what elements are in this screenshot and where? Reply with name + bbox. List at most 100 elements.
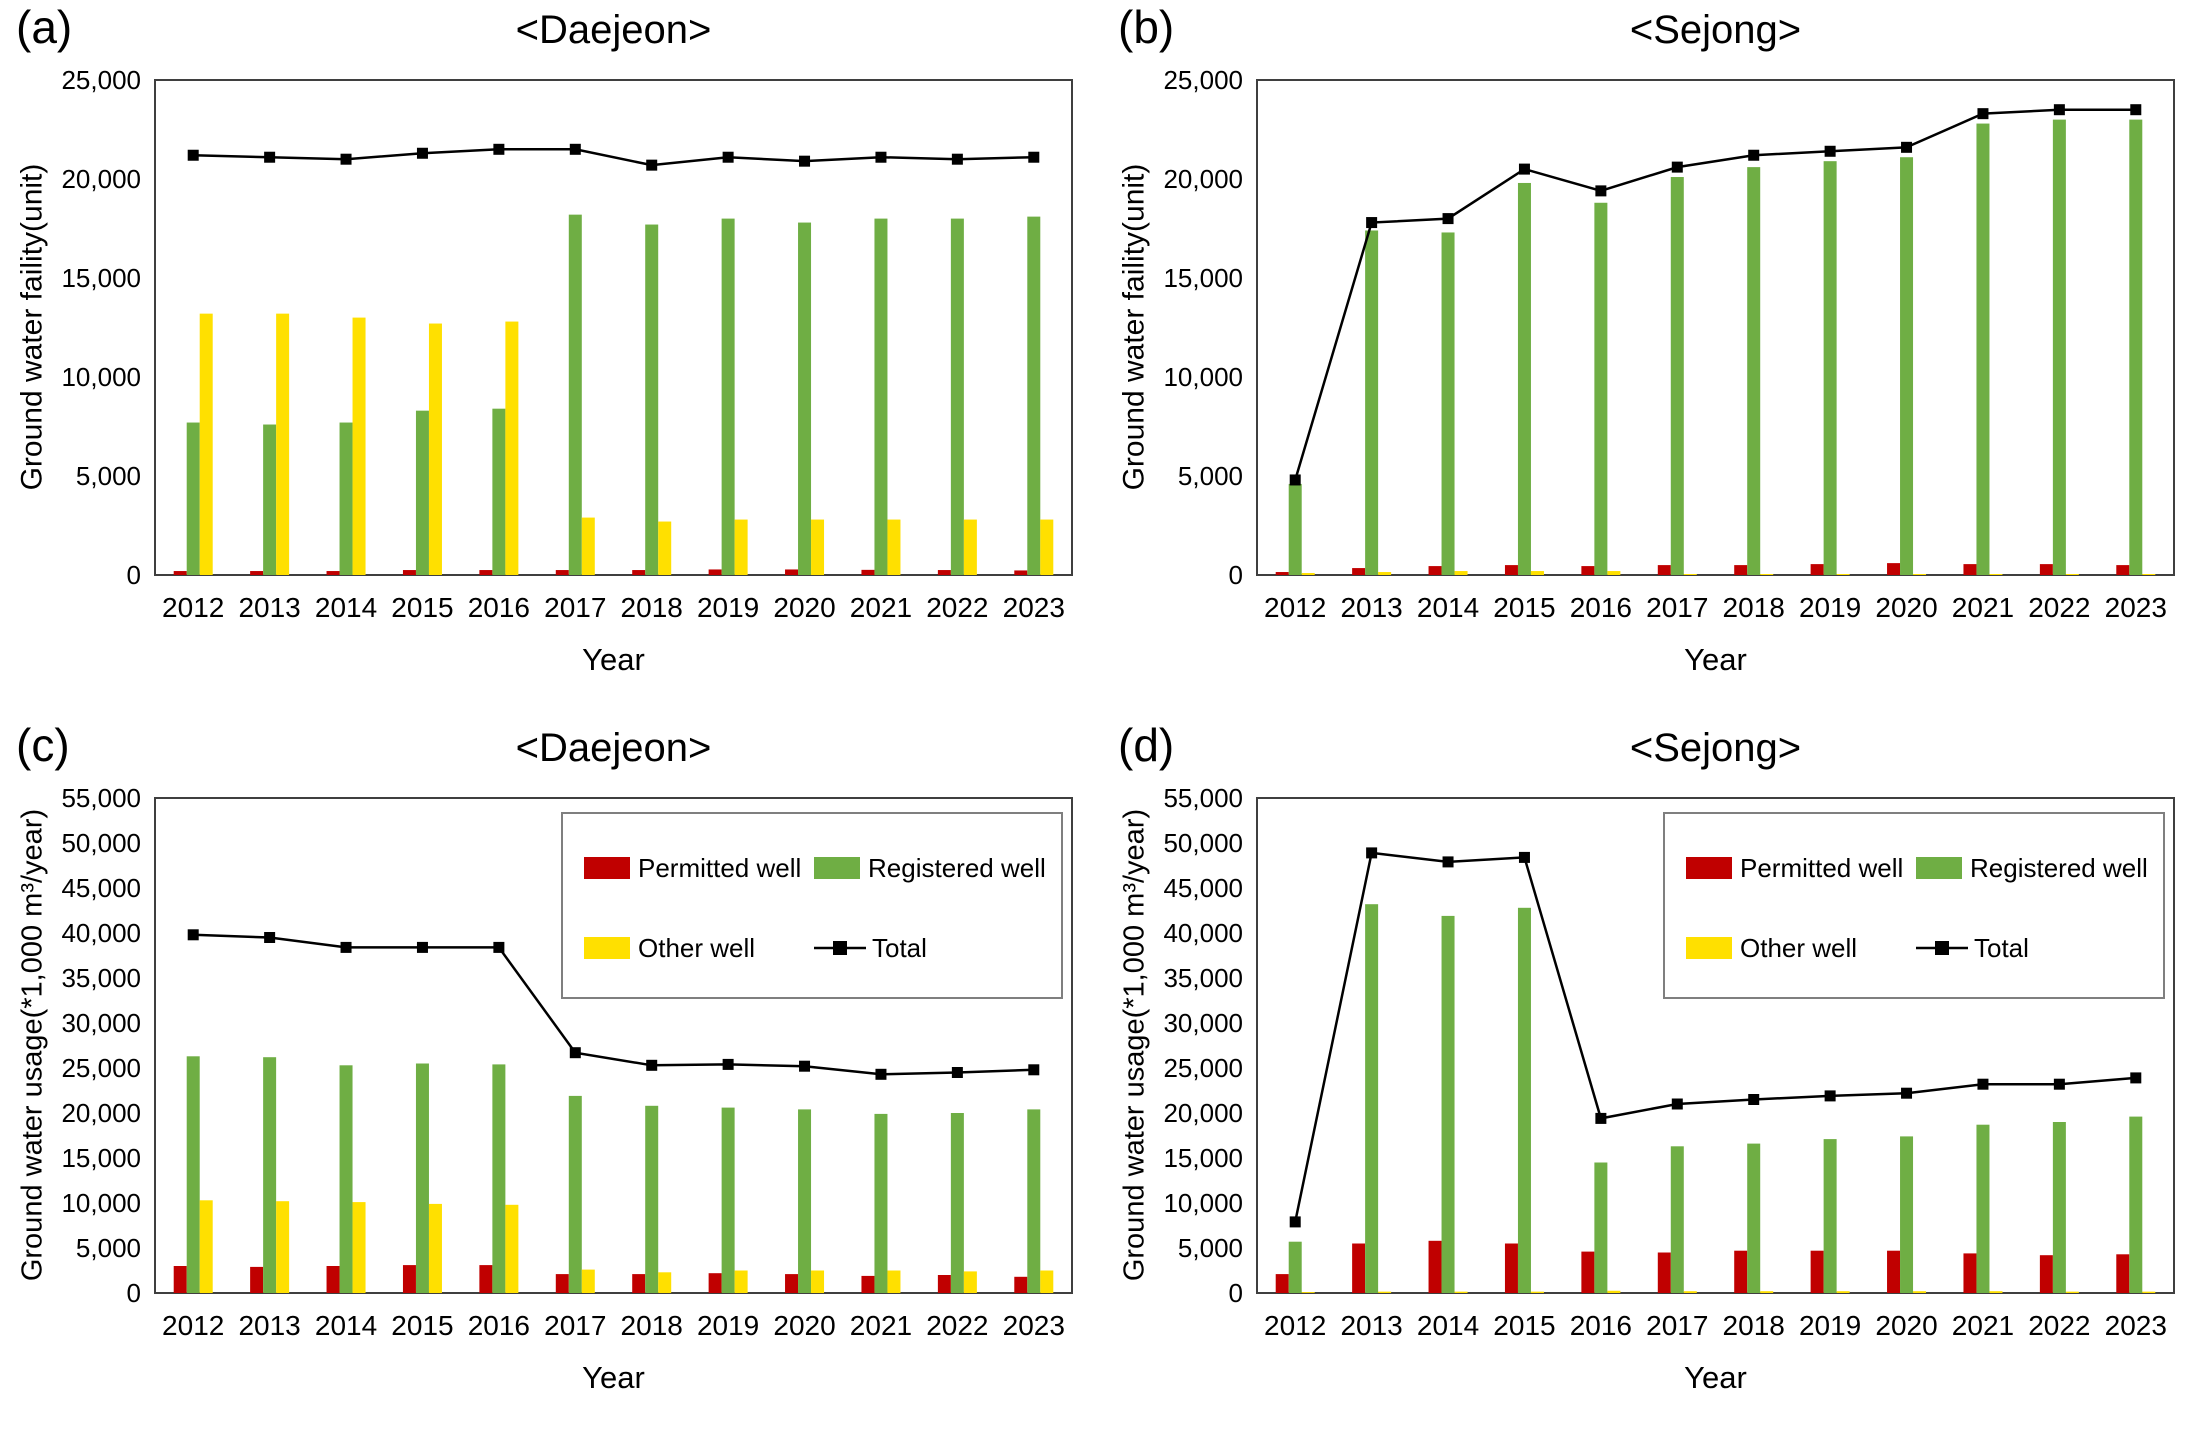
bar-other-well xyxy=(811,1270,825,1293)
y-tick-label: 0 xyxy=(127,1278,141,1308)
total-marker xyxy=(1518,163,1530,175)
bar-registered-well xyxy=(1517,182,1531,575)
panel-label-a: (a) xyxy=(16,1,73,53)
y-tick-label: 0 xyxy=(127,560,141,590)
bar-permitted-well xyxy=(1887,1250,1901,1293)
bar-permitted-well xyxy=(1504,1243,1518,1293)
x-tick-label: 2018 xyxy=(1723,592,1785,623)
bar-other-well xyxy=(1530,571,1544,575)
x-tick-label: 2012 xyxy=(1264,592,1326,623)
legend-marker xyxy=(833,941,847,955)
bar-registered-well xyxy=(263,1057,277,1293)
bar-permitted-well xyxy=(861,1275,875,1293)
total-marker xyxy=(1595,1112,1607,1124)
plot-border xyxy=(154,797,1073,1294)
bar-other-well xyxy=(199,1200,213,1293)
bar-other-well xyxy=(352,1202,366,1293)
x-tick-label: 2022 xyxy=(926,592,988,623)
bar-other-well xyxy=(658,1272,672,1293)
x-tick-label: 2012 xyxy=(1264,1310,1326,1341)
bar-other-well xyxy=(1683,1291,1697,1293)
bar-registered-well xyxy=(1747,1143,1761,1293)
x-tick-label: 2018 xyxy=(621,592,683,623)
x-tick-label: 2013 xyxy=(238,1310,300,1341)
bar-permitted-well xyxy=(1581,566,1595,575)
bar-registered-well xyxy=(1441,915,1455,1293)
y-tick-label: 50,000 xyxy=(61,828,141,858)
bar-other-well xyxy=(1989,1291,2003,1293)
panel-b-sejong-facility: 0 5,000 10,000 15,000 20,000 25,000 2012 2013 20… xyxy=(1102,0,2205,718)
bar-permitted-well xyxy=(1810,564,1824,575)
total-marker xyxy=(569,143,581,155)
bar-registered-well xyxy=(1517,907,1531,1293)
bar-registered-well xyxy=(1027,216,1041,575)
x-tick-label: 2013 xyxy=(1340,1310,1402,1341)
total-marker xyxy=(722,151,734,163)
legend-label: Other well xyxy=(638,933,755,963)
bar-other-well xyxy=(1607,571,1621,575)
plot-border xyxy=(1256,79,2175,576)
x-tick-label: 2020 xyxy=(773,1310,835,1341)
total-marker xyxy=(875,151,887,163)
bar-other-well xyxy=(1378,1291,1392,1293)
total-line xyxy=(1293,851,2136,1223)
bar-permitted-well xyxy=(1428,566,1442,575)
x-tick-label: 2020 xyxy=(773,592,835,623)
bar-other-well xyxy=(1836,1291,1850,1293)
x-tick-label: 2013 xyxy=(1340,592,1402,623)
bar-permitted-well xyxy=(1014,1276,1028,1293)
legend-label: Permitted well xyxy=(1740,853,1903,883)
bar-registered-well xyxy=(1823,161,1837,575)
bar-other-well xyxy=(505,321,519,575)
legend-label: Permitted well xyxy=(638,853,801,883)
legend-label: Total xyxy=(1974,933,2029,963)
total-marker xyxy=(1366,847,1378,859)
panel-d-sejong-usage: 0 5,000 10,000 15,000 20,000 25,000 30,000 35,0… xyxy=(1102,718,2205,1437)
x-tick-label: 2015 xyxy=(391,1310,453,1341)
bar-permitted-well xyxy=(173,571,187,575)
total-marker xyxy=(1595,185,1607,197)
bar-other-well xyxy=(581,1269,595,1293)
bar-other-well xyxy=(1913,574,1927,575)
total-marker xyxy=(340,153,352,165)
legend-swatch xyxy=(814,857,860,879)
bar-permitted-well xyxy=(402,570,416,575)
bar-other-well xyxy=(734,519,748,575)
total-marker xyxy=(1901,141,1913,153)
bar-registered-well xyxy=(492,408,506,575)
bar-other-well xyxy=(963,519,977,575)
bar-registered-well xyxy=(1288,1241,1302,1293)
y-tick-label: 25,000 xyxy=(61,65,141,95)
x-tick-label: 2016 xyxy=(468,1310,530,1341)
bar-permitted-well xyxy=(2039,564,2053,575)
total-marker xyxy=(799,1060,811,1072)
bar-registered-well xyxy=(186,422,200,575)
total-marker xyxy=(569,1047,581,1059)
bar-registered-well xyxy=(1823,1139,1837,1293)
x-tick-label: 2015 xyxy=(1493,1310,1555,1341)
x-tick-label: 2017 xyxy=(1646,592,1708,623)
total-marker xyxy=(1824,145,1836,157)
bar-permitted-well xyxy=(708,569,722,575)
total-marker xyxy=(875,1068,887,1080)
x-tick-label: 2016 xyxy=(1570,592,1632,623)
bar-permitted-well xyxy=(1887,563,1901,575)
bar-registered-well xyxy=(645,224,659,576)
bar-other-well xyxy=(1454,1291,1468,1293)
y-tick-label: 25,000 xyxy=(61,1053,141,1083)
y-tick-label: 55,000 xyxy=(1163,783,1243,813)
bar-permitted-well xyxy=(2116,1254,2130,1293)
bar-other-well xyxy=(1301,1292,1315,1293)
x-tick-label: 2017 xyxy=(1646,1310,1708,1341)
x-tick-label: 2014 xyxy=(315,592,377,623)
y-tick-label: 25,000 xyxy=(1163,1053,1243,1083)
y-tick-label: 30,000 xyxy=(61,1008,141,1038)
x-tick-label: 2019 xyxy=(1799,1310,1861,1341)
bar-registered-well xyxy=(645,1105,659,1293)
legend-swatch xyxy=(584,857,630,879)
bar-other-well xyxy=(1301,573,1315,575)
total-marker xyxy=(1977,1078,1989,1090)
y-axis-title-b: Ground water faility(unit) xyxy=(1117,163,1151,491)
bar-permitted-well xyxy=(1963,1253,1977,1293)
bar-other-well xyxy=(2142,1291,2156,1293)
